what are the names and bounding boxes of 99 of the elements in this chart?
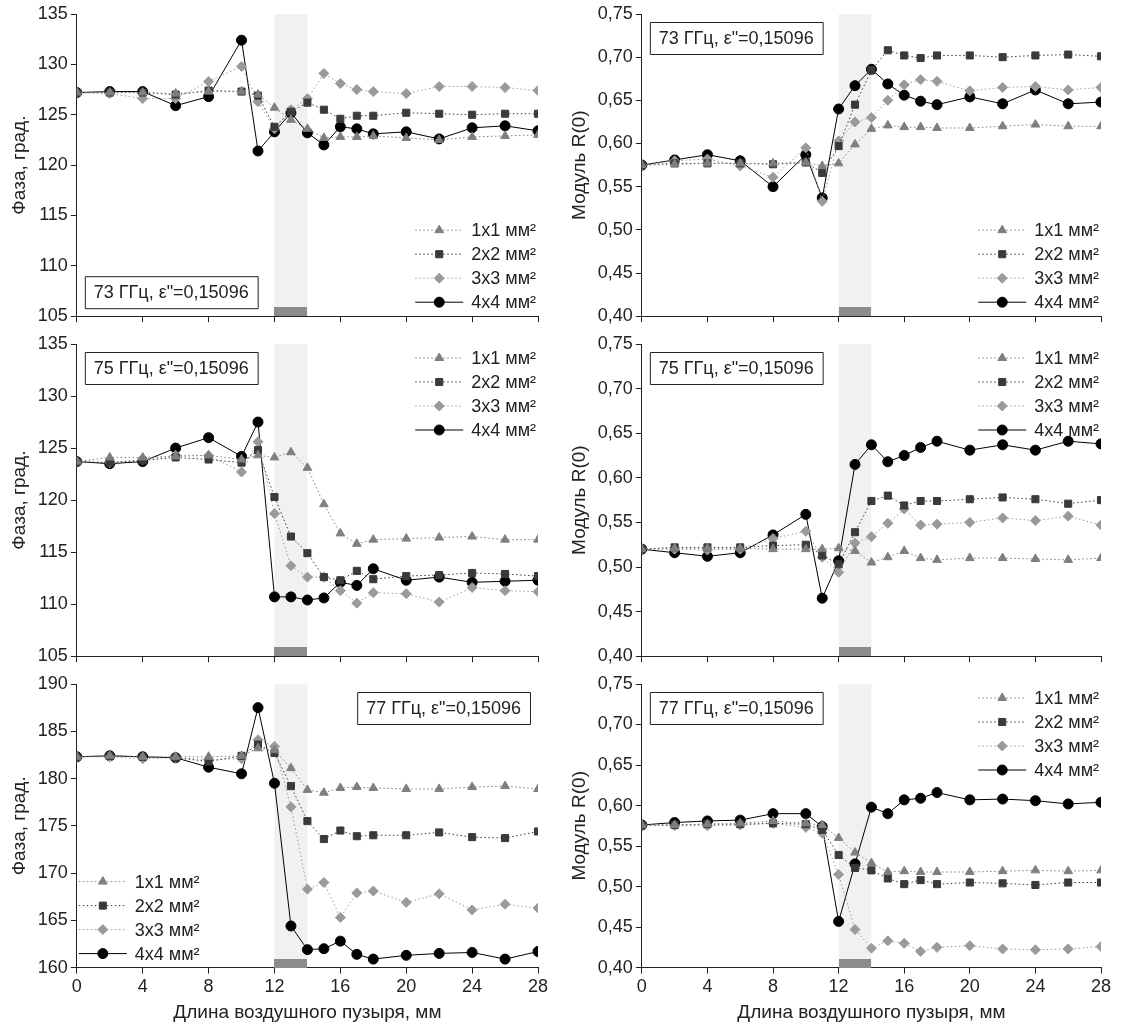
y-tick-label: 0,75 bbox=[597, 672, 633, 693]
y-tick-label: 105 bbox=[37, 305, 68, 326]
y-tick-label: 110 bbox=[39, 254, 68, 275]
y-tick-label: 0,55 bbox=[597, 511, 633, 532]
annotation: 73 ГГц, ε"=0,15096 bbox=[93, 282, 249, 303]
y-axis-title: Модуль R(0) bbox=[567, 445, 589, 555]
y-tick-label: 0,60 bbox=[597, 466, 633, 487]
y-tick-label: 0,45 bbox=[597, 262, 633, 282]
legend-label: 1x1 мм² bbox=[471, 347, 537, 368]
y-tick-label: 0,45 bbox=[597, 600, 633, 621]
legend-label: 1x1 мм² bbox=[471, 220, 537, 241]
y-tick-label: 0,70 bbox=[597, 713, 633, 734]
y-tick-label: 180 bbox=[37, 767, 68, 788]
y-tick-label: 190 bbox=[37, 672, 68, 693]
y-tick-label: 0,45 bbox=[597, 916, 633, 937]
y-tick-label: 0,60 bbox=[597, 794, 633, 815]
y-tick-label: 0,65 bbox=[597, 422, 633, 443]
y-tick-label: 0,65 bbox=[597, 754, 633, 774]
legend-label: 1x1 мм² bbox=[134, 871, 200, 892]
legend-label: 4x4 мм² bbox=[1034, 419, 1100, 440]
y-tick-label: 160 bbox=[37, 956, 68, 977]
legend-label: 2x2 мм² bbox=[471, 244, 537, 265]
legend-label: 4x4 мм² bbox=[134, 943, 200, 964]
y-tick-label: 175 bbox=[37, 814, 68, 835]
y-axis-title: Фаза, град. bbox=[7, 115, 29, 215]
x-tick-label: 28 bbox=[527, 976, 549, 997]
x-tick-label: 0 bbox=[636, 976, 647, 997]
y-axis-title: Фаза, град. bbox=[7, 776, 29, 876]
y-tick-label: 0,70 bbox=[597, 46, 633, 67]
y-tick-label: 170 bbox=[37, 862, 68, 883]
y-tick-label: 125 bbox=[37, 437, 68, 458]
x-tick-label: 4 bbox=[137, 976, 148, 997]
x-tick-label: 20 bbox=[396, 976, 417, 997]
y-tick-label: 115 bbox=[39, 541, 68, 562]
legend-label: 2x2 мм² bbox=[1034, 711, 1100, 732]
legend-label: 1x1 мм² bbox=[1034, 687, 1100, 708]
y-axis-title: Модуль R(0) bbox=[567, 110, 589, 220]
y-tick-label: 0,75 bbox=[597, 2, 633, 23]
legend-label: 1x1 мм² bbox=[1034, 220, 1100, 241]
legend-label: 2x2 мм² bbox=[1034, 244, 1100, 265]
legend-label: 2x2 мм² bbox=[134, 895, 200, 916]
y-tick-label: 0,50 bbox=[597, 875, 633, 896]
x-tick-label: 12 bbox=[828, 976, 849, 997]
y-tick-label: 110 bbox=[39, 593, 68, 614]
y-tick-label: 105 bbox=[37, 645, 68, 666]
x-tick-label: 16 bbox=[894, 976, 915, 997]
y-tick-label: 0,40 bbox=[597, 645, 633, 666]
legend-label: 2x2 мм² bbox=[1034, 371, 1100, 392]
y-tick-label: 0,40 bbox=[597, 956, 633, 977]
legend-label: 3x3 мм² bbox=[1034, 735, 1100, 756]
y-tick-label: 115 bbox=[39, 204, 68, 225]
y-tick-label: 0,65 bbox=[597, 89, 633, 110]
legend-label: 4x4 мм² bbox=[1034, 292, 1100, 313]
legend-label: 3x3 мм² bbox=[134, 919, 200, 940]
y-axis-title: Модуль R(0) bbox=[567, 771, 589, 881]
legend-label: 4x4 мм² bbox=[471, 292, 537, 313]
x-tick-label: 8 bbox=[203, 976, 214, 997]
y-tick-label: 0,70 bbox=[597, 377, 633, 398]
y-tick-label: 135 bbox=[37, 332, 68, 353]
y-tick-label: 0,50 bbox=[597, 555, 633, 576]
legend-label: 4x4 мм² bbox=[1034, 759, 1100, 780]
x-tick-label: 24 bbox=[1025, 976, 1046, 997]
y-tick-label: 185 bbox=[37, 720, 68, 741]
y-tick-label: 0,60 bbox=[597, 132, 633, 153]
y-tick-label: 130 bbox=[37, 53, 68, 74]
annotation: 77 ГГц, ε"=0,15096 bbox=[366, 697, 522, 718]
y-tick-label: 0,40 bbox=[597, 305, 633, 326]
annotation: 75 ГГц, ε"=0,15096 bbox=[658, 357, 814, 378]
annotation: 77 ГГц, ε"=0,15096 bbox=[658, 697, 814, 718]
x-tick-label: 0 bbox=[71, 976, 82, 997]
x-tick-label: 4 bbox=[702, 976, 713, 997]
x-tick-label: 8 bbox=[768, 976, 779, 997]
x-tick-label: 28 bbox=[1090, 976, 1112, 997]
x-tick-label: 20 bbox=[959, 976, 980, 997]
legend-label: 3x3 мм² bbox=[1034, 395, 1100, 416]
x-tick-label: 12 bbox=[264, 976, 285, 997]
y-tick-label: 135 bbox=[37, 2, 68, 23]
y-tick-label: 125 bbox=[37, 103, 68, 124]
legend-label: 4x4 мм² bbox=[471, 419, 537, 440]
legend-label: 3x3 мм² bbox=[1034, 268, 1100, 289]
legend-label: 3x3 мм² bbox=[471, 395, 537, 416]
x-axis-title: Длина воздушного пузыря, мм bbox=[173, 1000, 442, 1022]
y-tick-label: 0,55 bbox=[597, 175, 633, 196]
y-axis-title: Фаза, град. bbox=[7, 450, 29, 550]
y-tick-label: 0,50 bbox=[597, 218, 633, 239]
y-tick-label: 0,75 bbox=[597, 332, 633, 353]
x-tick-label: 24 bbox=[462, 976, 483, 997]
y-tick-label: 120 bbox=[37, 489, 68, 510]
y-tick-label: 120 bbox=[37, 154, 68, 175]
x-tick-label: 16 bbox=[330, 976, 351, 997]
y-tick-label: 130 bbox=[37, 385, 68, 405]
legend-label: 2x2 мм² bbox=[471, 371, 537, 392]
y-tick-label: 0,55 bbox=[597, 835, 633, 856]
legend-label: 3x3 мм² bbox=[471, 268, 537, 289]
annotation: 73 ГГц, ε"=0,15096 bbox=[658, 27, 814, 48]
y-tick-label: 165 bbox=[37, 909, 68, 930]
x-axis-title: Длина воздушного пузыря, мм bbox=[737, 1000, 1006, 1022]
legend-label: 1x1 мм² bbox=[1034, 347, 1100, 368]
annotation: 75 ГГц, ε"=0,15096 bbox=[93, 357, 249, 378]
